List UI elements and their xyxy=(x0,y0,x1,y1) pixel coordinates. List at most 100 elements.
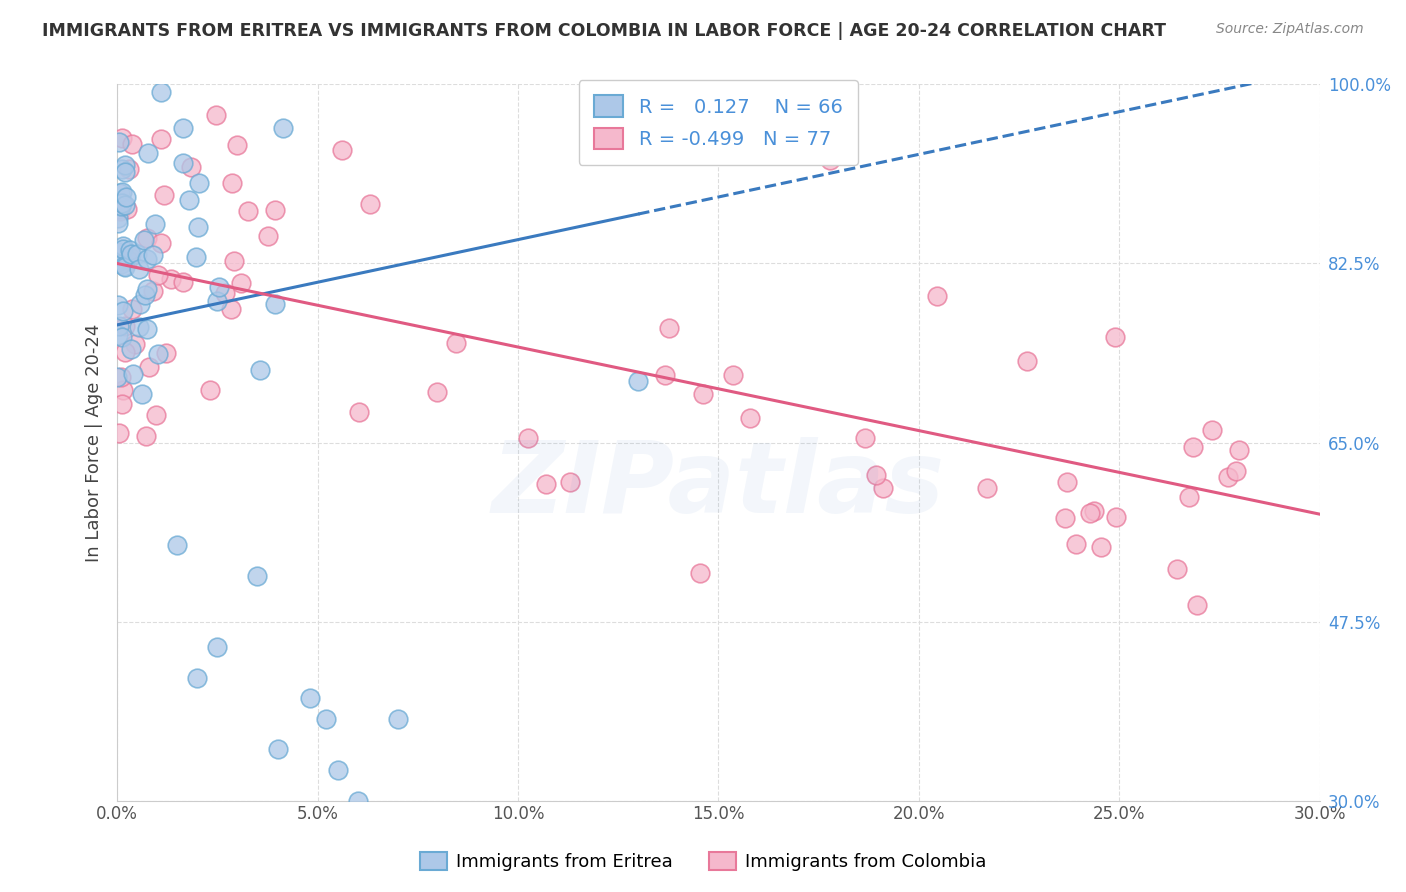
Point xyxy=(108,426,131,441)
Point xyxy=(134,287,156,301)
Point xyxy=(558,475,581,489)
Point xyxy=(111,239,134,253)
Point xyxy=(1201,423,1223,437)
Point xyxy=(1080,507,1102,521)
Point xyxy=(1053,511,1076,525)
Point xyxy=(114,319,136,334)
Point xyxy=(149,235,172,250)
Point xyxy=(114,165,136,179)
Point xyxy=(204,108,226,122)
Point xyxy=(264,297,287,311)
Point xyxy=(246,568,269,582)
Point xyxy=(172,276,194,290)
Point xyxy=(128,261,150,276)
Point xyxy=(658,321,681,335)
Point xyxy=(135,322,157,336)
Point xyxy=(110,257,132,271)
Point xyxy=(692,387,714,401)
Point xyxy=(180,160,202,174)
Point xyxy=(142,248,165,262)
Point xyxy=(150,85,173,99)
Point xyxy=(257,229,280,244)
Point xyxy=(1064,537,1087,551)
Point xyxy=(187,176,209,190)
Point xyxy=(1177,491,1199,505)
Point xyxy=(238,204,260,219)
Point xyxy=(114,344,136,359)
Point xyxy=(135,252,157,266)
Point xyxy=(110,199,132,213)
Point xyxy=(1216,470,1239,484)
Point xyxy=(108,204,131,219)
Point xyxy=(114,198,136,212)
Point xyxy=(108,244,131,259)
Point xyxy=(1083,503,1105,517)
Point xyxy=(271,121,294,136)
Point xyxy=(111,185,134,199)
Point xyxy=(111,329,134,343)
Point xyxy=(214,286,236,301)
Point xyxy=(128,320,150,334)
Point xyxy=(114,260,136,274)
Point xyxy=(224,253,246,268)
Point xyxy=(107,298,129,312)
Point xyxy=(131,386,153,401)
Point xyxy=(198,383,221,397)
Point xyxy=(1185,598,1208,612)
Point xyxy=(120,343,142,357)
Point xyxy=(135,282,157,296)
Point xyxy=(1182,440,1205,454)
Point xyxy=(1104,330,1126,344)
Point xyxy=(121,301,143,316)
Point xyxy=(865,467,887,482)
Point xyxy=(115,189,138,203)
Point xyxy=(689,566,711,581)
Point xyxy=(146,347,169,361)
Point xyxy=(107,211,129,225)
Point xyxy=(142,285,165,299)
Point xyxy=(111,196,134,211)
Point xyxy=(387,712,409,726)
Point xyxy=(221,176,243,190)
Text: ZIPatlas: ZIPatlas xyxy=(492,437,945,534)
Point xyxy=(266,742,288,756)
Point xyxy=(326,763,349,777)
Point xyxy=(1166,562,1188,576)
Point xyxy=(207,640,229,655)
Point xyxy=(148,268,170,282)
Point xyxy=(107,327,129,342)
Y-axis label: In Labor Force | Age 20-24: In Labor Force | Age 20-24 xyxy=(86,323,103,562)
Point xyxy=(177,193,200,207)
Point xyxy=(172,121,194,136)
Point xyxy=(976,481,998,495)
Point xyxy=(121,136,143,151)
Point xyxy=(112,243,135,257)
Point xyxy=(135,429,157,443)
Point xyxy=(117,253,139,268)
Point xyxy=(153,188,176,202)
Legend: R =   0.127    N = 66, R = -0.499   N = 77: R = 0.127 N = 66, R = -0.499 N = 77 xyxy=(579,80,858,165)
Point xyxy=(330,143,353,157)
Point xyxy=(534,477,557,491)
Point xyxy=(219,302,242,317)
Point xyxy=(426,384,449,399)
Point xyxy=(108,319,131,334)
Point xyxy=(1225,464,1247,478)
Point xyxy=(108,135,131,149)
Point xyxy=(186,671,208,685)
Point xyxy=(207,280,229,294)
Point xyxy=(184,251,207,265)
Point xyxy=(111,304,134,318)
Point xyxy=(315,712,337,726)
Point xyxy=(124,337,146,351)
Point xyxy=(349,405,371,419)
Point xyxy=(263,202,285,217)
Point xyxy=(118,162,141,177)
Point xyxy=(721,368,744,383)
Point xyxy=(117,202,139,217)
Point xyxy=(1056,475,1078,489)
Point xyxy=(145,409,167,423)
Point xyxy=(136,231,159,245)
Point xyxy=(872,481,894,495)
Point xyxy=(925,289,948,303)
